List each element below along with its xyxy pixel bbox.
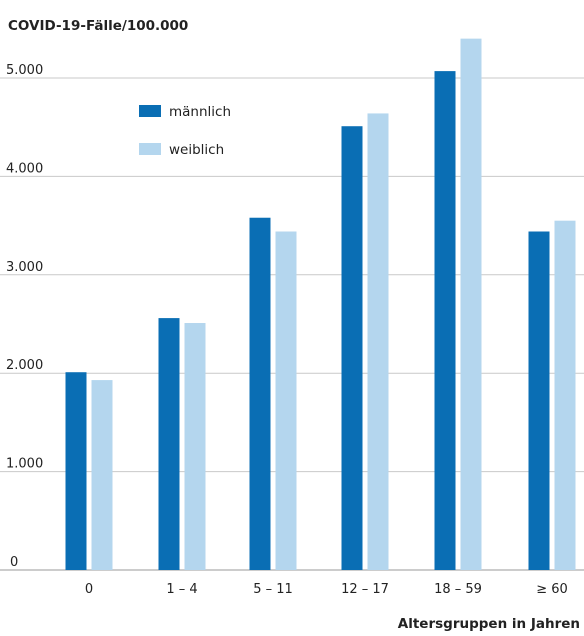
bar-weiblich-1	[184, 323, 206, 570]
bar-weiblich-2	[275, 231, 297, 570]
legend-label-weiblich: weiblich	[169, 142, 224, 158]
bar-maennlich-2	[249, 217, 271, 570]
legend: männlich weiblich	[139, 104, 231, 158]
bar-maennlich-3	[341, 126, 363, 570]
y-tick-label: 1.000	[6, 457, 43, 472]
y-tick-label: 2.000	[6, 358, 43, 373]
bar-maennlich-1	[158, 318, 180, 570]
bar-maennlich-5	[528, 231, 550, 570]
bar-maennlich-0	[65, 372, 87, 570]
x-tick-label: 1 – 4	[166, 582, 197, 597]
y-tick-label: 5.000	[6, 63, 43, 78]
x-tick-label: 0	[85, 582, 93, 597]
y-tick-label: 0	[10, 555, 18, 570]
bar-weiblich-4	[460, 38, 482, 570]
x-tick-label: 5 – 11	[253, 582, 293, 597]
bar-weiblich-0	[91, 380, 113, 570]
x-tick-label: 12 – 17	[341, 582, 389, 597]
x-axis-ticks: 0 1 – 4 5 – 11 12 – 17 18 – 59 ≥ 60	[85, 582, 568, 597]
x-tick-label: ≥ 60	[536, 582, 568, 597]
x-tick-label: 18 – 59	[434, 582, 482, 597]
x-axis-title: Altersgruppen in Jahren	[398, 616, 580, 632]
legend-swatch-maennlich	[139, 105, 161, 117]
bars	[65, 38, 576, 570]
legend-swatch-weiblich	[139, 143, 161, 155]
y-axis-ticks: 0 1.000 2.000 3.000 4.000 5.000	[6, 63, 43, 570]
bar-maennlich-4	[434, 71, 456, 570]
bar-weiblich-3	[367, 113, 389, 570]
bar-weiblich-5	[554, 220, 576, 570]
y-tick-label: 4.000	[6, 161, 43, 176]
y-tick-label: 3.000	[6, 260, 43, 275]
y-axis-title: COVID-19-Fälle/100.000	[8, 18, 188, 34]
legend-label-maennlich: männlich	[169, 104, 231, 120]
